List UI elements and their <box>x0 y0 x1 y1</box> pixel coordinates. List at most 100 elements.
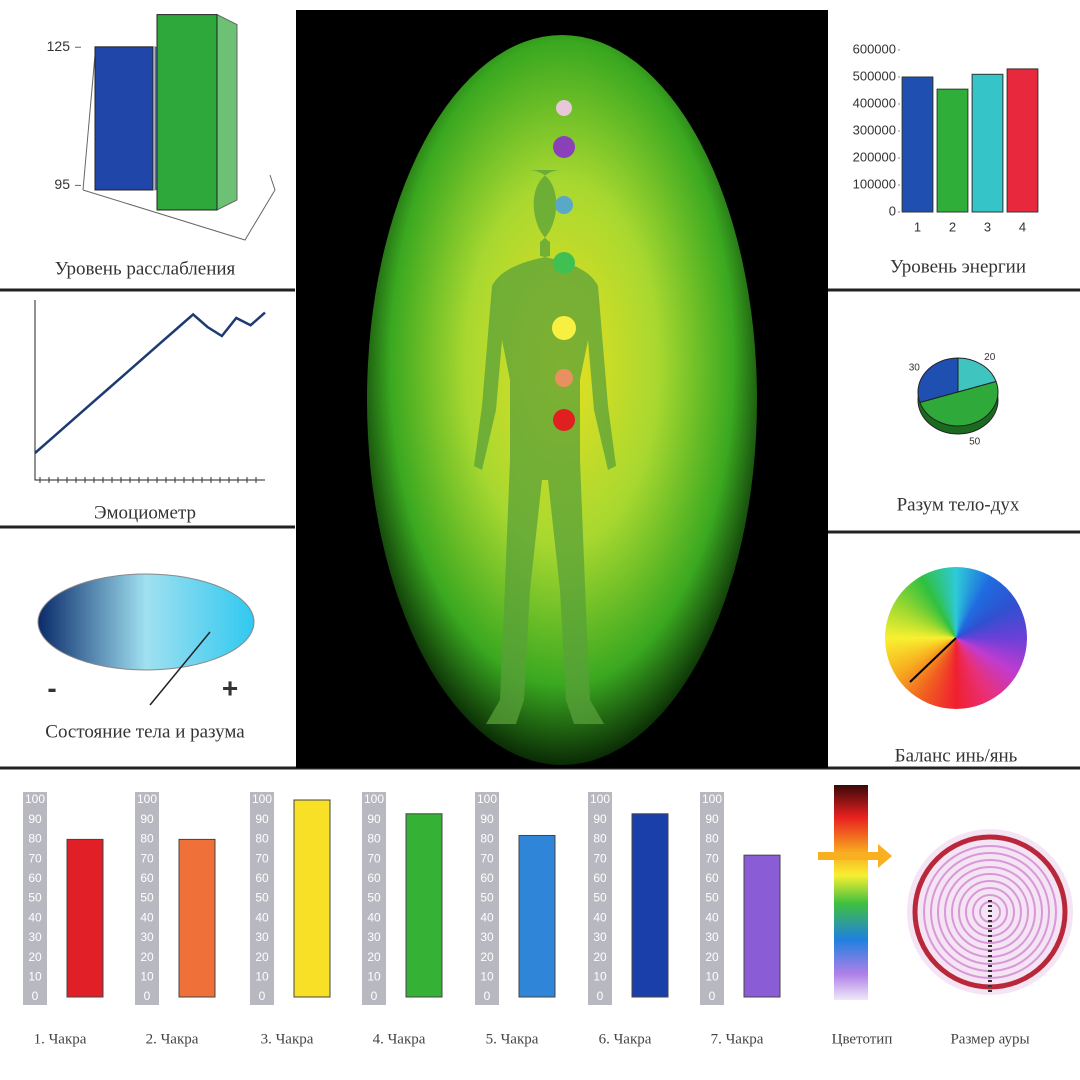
y-tick-label: 40 <box>367 910 381 924</box>
y-tick-label: 30 <box>367 930 381 944</box>
x-tick-label: 2. Чакра <box>146 1031 199 1047</box>
bar <box>1006 68 1039 213</box>
y-tick-label: 40 <box>593 910 607 924</box>
y-tick-label: 0 <box>371 989 378 1003</box>
yin-yang-wheel <box>885 567 1027 709</box>
y-tick-label: 20 <box>28 950 42 964</box>
y-tick-label: 0 <box>144 989 151 1003</box>
y-tick-label: 125 <box>47 38 71 54</box>
y-tick-label: 100 <box>137 792 157 806</box>
bar <box>293 799 331 998</box>
bar <box>901 76 934 213</box>
scale-strip <box>700 792 724 1005</box>
bar <box>631 813 669 998</box>
y-tick-label: 0 <box>709 989 716 1003</box>
y-tick-label: 0 <box>259 989 266 1003</box>
y-tick-label: 100000 <box>853 176 896 191</box>
y-tick-label: 60 <box>367 871 381 885</box>
y-tick-label: 30 <box>480 930 494 944</box>
y-tick-label: 10 <box>480 969 494 983</box>
y-tick-label: 10 <box>705 969 719 983</box>
body-silhouette <box>474 170 616 724</box>
y-tick-label: 60 <box>255 871 269 885</box>
state-title: Состояние тела и разума <box>45 721 245 742</box>
axes <box>34 300 265 481</box>
x-tick-label: 6. Чакра <box>599 1031 652 1047</box>
y-tick-label: 0 <box>32 989 39 1003</box>
y-tick-label: 20 <box>140 950 154 964</box>
y-tick-label: 60 <box>593 871 607 885</box>
scale-strip <box>135 792 159 1005</box>
scale-strip <box>23 792 47 1005</box>
color-spectrum <box>834 785 868 1000</box>
y-tick-label: 30 <box>140 930 154 944</box>
y-tick-label: 0 <box>484 989 491 1003</box>
bar <box>94 46 154 191</box>
y-tick-label: 90 <box>367 812 381 826</box>
bar <box>405 813 443 998</box>
y-tick-label: 10 <box>140 969 154 983</box>
aura-ring <box>937 859 1043 965</box>
aura-rings <box>907 829 1073 995</box>
x-tick-label: 2 <box>949 219 956 234</box>
y-tick-label: 50 <box>367 891 381 905</box>
x-tick-label: 4. Чакра <box>373 1031 426 1047</box>
y-tick-label: 70 <box>705 851 719 865</box>
y-tick-label: 50 <box>255 891 269 905</box>
x-tick-label: 1. Чакра <box>34 1031 87 1047</box>
balance-title: Баланс инь/янь <box>895 745 1018 766</box>
y-tick-label: 70 <box>28 851 42 865</box>
y-tick-label: 70 <box>140 851 154 865</box>
y-tick-label: 70 <box>255 851 269 865</box>
y-tick-label: 70 <box>367 851 381 865</box>
aura-ring <box>972 894 1008 930</box>
x-tick-label: 1 <box>914 219 921 234</box>
y-tick-label: 400000 <box>853 95 896 110</box>
y-tick-label: 100 <box>477 792 497 806</box>
y-tick-label: 20 <box>255 950 269 964</box>
y-tick-label: 100 <box>590 792 610 806</box>
x-tick-label: 4 <box>1019 219 1026 234</box>
line-series <box>34 311 266 454</box>
y-tick-label: 70 <box>593 851 607 865</box>
chart-title: Уровень энергии <box>890 256 1026 277</box>
bar <box>66 838 104 998</box>
y-tick-label: 100 <box>364 792 384 806</box>
pie-label: 20 <box>984 352 996 363</box>
chart-title: Уровень расслабления <box>55 258 236 279</box>
scale-strip <box>588 792 612 1005</box>
y-tick-label: 80 <box>480 832 494 846</box>
y-tick-label: 10 <box>28 969 42 983</box>
y-tick-label: 500000 <box>853 68 896 83</box>
y-tick-label: 20 <box>367 950 381 964</box>
x-tick-label: 3. Чакра <box>261 1031 314 1047</box>
y-tick-label: 60 <box>480 871 494 885</box>
y-tick-label: 50 <box>480 891 494 905</box>
y-tick-label: 300000 <box>853 122 896 137</box>
color-type-label: Цветотип <box>832 1031 893 1047</box>
y-tick-label: 95 <box>54 176 70 192</box>
y-tick-label: 60 <box>28 871 42 885</box>
y-tick-label: 40 <box>140 910 154 924</box>
y-tick-label: 90 <box>480 812 494 826</box>
y-tick-label: 80 <box>28 832 42 846</box>
y-tick-label: 40 <box>28 910 42 924</box>
chart-title: Разум тело-дух <box>897 494 1020 515</box>
y-tick-label: 80 <box>255 832 269 846</box>
y-tick-label: 90 <box>28 812 42 826</box>
pie-label: 50 <box>969 436 981 447</box>
y-tick-label: 30 <box>705 930 719 944</box>
pie-slice <box>919 380 999 427</box>
chart-title: Эмоциометр <box>94 502 196 523</box>
y-tick-label: 30 <box>255 930 269 944</box>
y-tick-label: 100 <box>25 792 45 806</box>
y-tick-label: 60 <box>705 871 719 885</box>
y-tick-label: 50 <box>140 891 154 905</box>
bar <box>156 14 218 211</box>
y-tick-label: 80 <box>140 832 154 846</box>
y-tick-label: 40 <box>705 910 719 924</box>
y-tick-label: 80 <box>705 832 719 846</box>
aura-size-label: Размер ауры <box>950 1031 1029 1047</box>
